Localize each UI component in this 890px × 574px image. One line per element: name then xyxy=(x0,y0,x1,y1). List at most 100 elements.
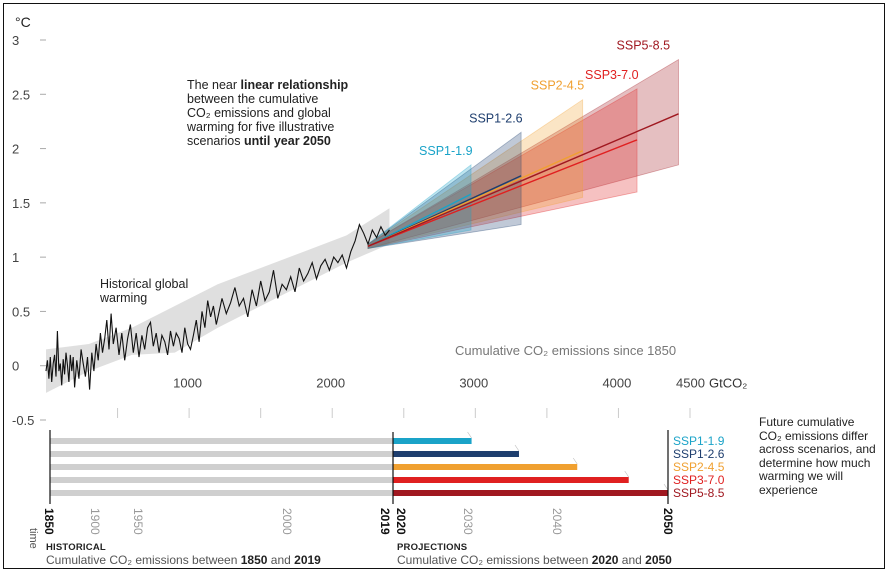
projections-caption-bold-b: 2050 xyxy=(645,553,672,567)
bar-connector xyxy=(624,470,629,478)
historical-caption: HISTORICAL Cumulative CO₂ emissions betw… xyxy=(46,542,321,567)
y-tick-label: -0.5 xyxy=(12,413,34,428)
y-tick-label: 2.5 xyxy=(12,87,30,102)
projections-caption-pre: Cumulative CO₂ emissions between xyxy=(397,553,592,567)
projections-caption-text: Cumulative CO₂ emissions between 2020 an… xyxy=(397,553,672,567)
band-ssp1-2.6 xyxy=(367,131,522,249)
side-note-line-6: experience xyxy=(759,482,818,497)
year-label-1900: 1900 xyxy=(88,508,102,535)
historical-annotation-line-2: warming xyxy=(100,291,148,305)
historical-envelope xyxy=(46,208,390,393)
year-label-2019: 2019 xyxy=(378,508,392,535)
bar-connector xyxy=(572,457,578,465)
historical-annotation-line-1: Historical global xyxy=(100,277,189,291)
historical-caption-title: HISTORICAL xyxy=(46,542,106,553)
historical-caption-bold-b: 2019 xyxy=(294,553,321,567)
side-note-line-5: warming we will xyxy=(759,469,844,483)
bar-legend-ssp3-7.0: SSP3-7.0 xyxy=(673,473,725,487)
historical-caption-pre: Cumulative CO₂ emissions between xyxy=(46,553,241,567)
year-label-2020: 2020 xyxy=(394,508,408,535)
bar-connector xyxy=(514,444,520,452)
y-tick-label: 3 xyxy=(12,33,19,48)
y-tick-label: 1.5 xyxy=(12,196,30,211)
side-note-line-3: across scenarios, and xyxy=(759,442,876,456)
year-label-2000: 2000 xyxy=(280,508,294,535)
series-label-ssp3-7.0: SSP3-7.0 xyxy=(585,68,639,82)
annotation-line5-bold: until year 2050 xyxy=(243,134,331,148)
bar-legend-ssp5-8.5: SSP5-8.5 xyxy=(673,486,725,500)
bar-legend-ssp2-4.5: SSP2-4.5 xyxy=(673,460,725,474)
year-label-2030: 2030 xyxy=(461,508,475,535)
axes-layer: °C -0.5 0 0.5 1 1.5 2 2.5 3 1000 2000 3000 4000 4500 G… xyxy=(12,14,747,428)
bar-ssp5-8.5 xyxy=(393,490,668,496)
x-tick-label: 3000 xyxy=(459,376,488,391)
annotation-line-2: between the cumulative xyxy=(187,92,319,106)
historical-envelope-layer xyxy=(46,208,390,393)
time-label: time xyxy=(27,528,39,549)
historical-annotation: Historical global warming xyxy=(100,277,188,305)
bar-ssp3-7.0 xyxy=(393,477,629,483)
bar-legend-ssp1-1.9: SSP1-1.9 xyxy=(673,434,725,448)
year-label-1950: 1950 xyxy=(131,508,145,535)
x-unit-label: GtCO₂ xyxy=(709,376,747,391)
y-tick-label: 1 xyxy=(12,250,19,265)
historical-caption-bold-a: 1850 xyxy=(240,553,268,567)
historical-caption-mid: and xyxy=(267,553,295,567)
series-label-ssp1-2.6: SSP1-2.6 xyxy=(469,111,523,125)
scenario-lines-layer xyxy=(367,113,679,247)
x-tick-label: 2000 xyxy=(316,376,345,391)
projections-caption-bold-a: 2020 xyxy=(591,553,619,567)
band-ssp3-7.0 xyxy=(367,88,638,249)
annotation-line-5: scenarios until year 2050 xyxy=(187,134,348,148)
bar-historical xyxy=(50,477,393,483)
annotation-line-3: CO₂ emissions and global xyxy=(187,106,331,120)
projections-caption: PROJECTIONS Cumulative CO₂ emissions bet… xyxy=(397,542,672,567)
annotation-line-4: warming for five illustrative xyxy=(187,120,335,134)
side-note-line-1: Future cumulative xyxy=(759,415,855,429)
bar-ssp2-4.5 xyxy=(393,464,578,470)
side-note-line-2: CO₂ emissions differ xyxy=(759,428,869,443)
bar-historical xyxy=(50,490,393,496)
projections-caption-mid: and xyxy=(618,553,646,567)
main-annotation: The near linear relationship between the… xyxy=(187,78,348,148)
y-tick-label: 2 xyxy=(12,142,19,157)
series-label-ssp1-1.9: SSP1-1.9 xyxy=(419,144,473,158)
y-unit-label: °C xyxy=(15,14,31,30)
bar-connector xyxy=(663,483,669,491)
bar-historical xyxy=(50,451,393,457)
y-tick-label: 0 xyxy=(12,359,19,374)
x-tick-label: 1000 xyxy=(173,376,202,391)
figure-frame xyxy=(3,3,885,569)
side-note-line-4: determine how much xyxy=(759,455,871,470)
scenario-bands-layer xyxy=(367,58,679,249)
historical-caption-text: Cumulative CO₂ emissions between 1850 an… xyxy=(46,553,321,567)
band-ssp2-4.5 xyxy=(367,98,584,249)
series-label-ssp2-4.5: SSP2-4.5 xyxy=(531,79,585,93)
line-ssp5-8.5 xyxy=(367,113,679,247)
bar-ssp1-2.6 xyxy=(393,451,519,457)
annotation-line1-bold: linear relationship xyxy=(240,78,349,92)
bar-historical xyxy=(50,464,393,470)
band-ssp5-8.5 xyxy=(367,58,679,249)
line-ssp1-1.9 xyxy=(367,193,472,247)
x-axis-caption: Cumulative CO₂ emissions since 1850 xyxy=(455,343,677,358)
bar-historical xyxy=(50,438,393,444)
historical-line-layer xyxy=(45,223,390,390)
bar-legend-ssp1-2.6: SSP1-2.6 xyxy=(673,447,725,461)
series-label-ssp5-8.5: SSP5-8.5 xyxy=(617,39,671,53)
projections-caption-title: PROJECTIONS xyxy=(397,542,468,553)
y-tick-label: 0.5 xyxy=(12,304,30,319)
year-label-1850: 1850 xyxy=(42,508,56,535)
annotation-line5-pre: scenarios xyxy=(187,134,244,148)
historical-warming-line xyxy=(45,223,390,390)
x-tick-label: 4000 xyxy=(602,376,631,391)
bar-connector xyxy=(467,431,472,439)
annotation-line1-pre: The near xyxy=(187,78,241,92)
line-ssp3-7.0 xyxy=(367,139,638,247)
bar-ssp1-1.9 xyxy=(393,438,472,444)
band-ssp1-1.9 xyxy=(367,164,472,249)
